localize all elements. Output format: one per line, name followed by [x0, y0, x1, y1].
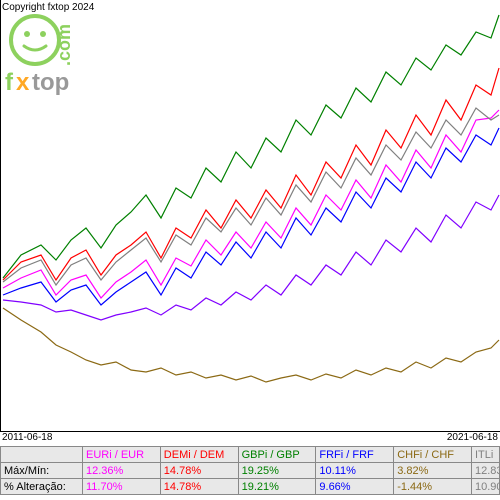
- data-table: EURi / EURDEMi / DEMGBPi / GBPFRFi / FRF…: [0, 446, 500, 495]
- table-row-label: Máx/Mín:: [1, 463, 83, 479]
- table-cell: 12.83: [472, 463, 500, 479]
- table-cell: 19.21%: [238, 479, 316, 495]
- x-axis-start: 2011-06-18: [2, 432, 52, 443]
- table-cell: 3.82%: [394, 463, 472, 479]
- svg-text:f: f: [5, 69, 14, 96]
- table-header-cell: ITLi: [472, 447, 500, 463]
- fxtop-logo: f x top .com: [0, 10, 110, 110]
- table-cell: 12.36%: [83, 463, 161, 479]
- table-cell: 14.78%: [160, 463, 238, 479]
- chart-container: Copyright fxtop 2024 f x top .com 2011-0…: [0, 0, 500, 500]
- table-cell: 14.78%: [160, 479, 238, 495]
- table-header-cell: FRFi / FRF: [316, 447, 394, 463]
- table-corner: [1, 447, 83, 463]
- svg-text:top: top: [32, 69, 69, 96]
- series-line: [3, 110, 499, 298]
- table-header-cell: DEMi / DEM: [160, 447, 238, 463]
- table-cell: 10.11%: [316, 463, 394, 479]
- table-header-cell: EURi / EUR: [83, 447, 161, 463]
- table-row-label: % Alteração:: [1, 479, 83, 495]
- x-axis-end: 2021-06-18: [447, 432, 498, 443]
- table-cell: 9.66%: [316, 479, 394, 495]
- copyright-text: Copyright fxtop 2024: [2, 2, 94, 13]
- svg-text:x: x: [16, 69, 30, 96]
- series-line: [3, 308, 499, 382]
- table-cell: -1.44%: [394, 479, 472, 495]
- table-header-cell: GBPi / GBP: [238, 447, 316, 463]
- table-cell: 10.90: [472, 479, 500, 495]
- table-cell: 19.25%: [238, 463, 316, 479]
- svg-text:.com: .com: [54, 24, 74, 66]
- table-cell: 11.70%: [83, 479, 161, 495]
- table-header-cell: CHFi / CHF: [394, 447, 472, 463]
